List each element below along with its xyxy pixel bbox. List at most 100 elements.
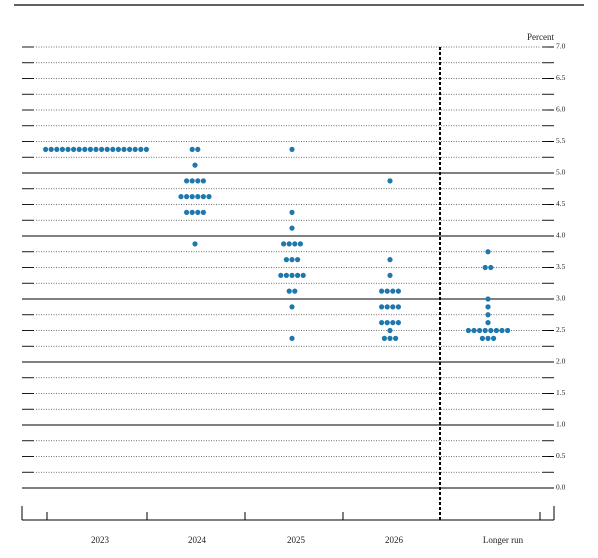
dot [192, 162, 198, 168]
dot [479, 335, 485, 341]
dot [499, 327, 505, 334]
y-tick-label: 5.5 [556, 136, 566, 145]
dot [485, 335, 491, 341]
dot [485, 312, 491, 318]
y-tick-label: 4.0 [556, 231, 566, 240]
dot [379, 304, 385, 310]
x-tick-label: 2025 [287, 535, 306, 545]
dot [493, 327, 499, 334]
dot [87, 146, 93, 152]
dot [200, 194, 206, 200]
dot [283, 257, 289, 263]
dot [104, 146, 110, 152]
dot [485, 296, 491, 302]
y-tick-label: 4.5 [556, 199, 566, 208]
y-tick-label: 7.0 [556, 42, 566, 51]
dot [71, 146, 77, 152]
dot [393, 335, 399, 341]
dot [289, 146, 295, 152]
dot [295, 257, 301, 263]
dot [200, 209, 206, 215]
dot [379, 288, 385, 294]
dot [115, 146, 121, 152]
dot [488, 327, 494, 334]
dot [82, 146, 88, 152]
dot [289, 257, 295, 263]
x-tick-label: 2026 [385, 535, 404, 545]
y-tick-label: 3.0 [556, 294, 566, 303]
dot [206, 194, 212, 200]
dot [297, 241, 303, 247]
dot [65, 146, 71, 152]
dot [289, 209, 295, 215]
dot [482, 264, 488, 271]
dot [195, 178, 201, 184]
dot [387, 178, 393, 184]
dot [195, 146, 201, 152]
dot [488, 264, 494, 271]
dot [195, 194, 201, 200]
dot [491, 335, 497, 341]
dot [48, 146, 54, 152]
dot [384, 320, 390, 326]
dot [189, 146, 195, 152]
dot [300, 272, 306, 278]
y-tick-label: 1.0 [556, 420, 566, 429]
dot [292, 241, 298, 247]
dot [132, 146, 138, 152]
y-tick-label: 0.5 [556, 451, 566, 460]
dot [485, 304, 491, 310]
dot [93, 146, 99, 152]
dot [54, 146, 60, 152]
y-axis-label: Percent [527, 32, 554, 42]
dot [200, 178, 206, 184]
y-tick-label: 3.5 [556, 262, 566, 271]
dot [471, 327, 477, 334]
dot [99, 146, 105, 152]
dot [189, 178, 195, 184]
y-tick-label: 5.0 [556, 168, 566, 177]
dot [387, 335, 393, 341]
dot [387, 257, 393, 263]
dot [278, 272, 284, 278]
dot [195, 209, 201, 215]
dot [292, 288, 298, 294]
dot [189, 194, 195, 200]
dot [76, 146, 82, 152]
y-tick-label: 6.5 [556, 73, 566, 82]
dot [184, 194, 190, 200]
dot [395, 320, 401, 326]
dot [289, 272, 295, 278]
dot [110, 146, 116, 152]
dot [283, 272, 289, 278]
dot [395, 304, 401, 310]
dot [289, 304, 295, 310]
x-tick-label: 2024 [188, 535, 207, 545]
dot [184, 209, 190, 215]
dot [289, 225, 295, 231]
y-tick-label: 2.5 [556, 325, 566, 334]
dot [390, 288, 396, 294]
dot [387, 272, 393, 278]
dot [295, 272, 301, 278]
dot [59, 146, 65, 152]
dot [286, 241, 292, 247]
dot [384, 304, 390, 310]
dot [43, 146, 49, 152]
dot [289, 335, 295, 341]
dot [395, 288, 401, 294]
dot [390, 320, 396, 326]
y-tick-label: 2.0 [556, 357, 566, 366]
dot [281, 241, 287, 247]
dot [477, 327, 483, 334]
dot [485, 249, 491, 255]
x-tick-label: Longer run [483, 535, 524, 545]
dot [127, 146, 133, 152]
dot [505, 327, 511, 334]
dot [390, 304, 396, 310]
dot [178, 194, 184, 200]
y-tick-label: 1.5 [556, 388, 566, 397]
dot [379, 320, 385, 326]
